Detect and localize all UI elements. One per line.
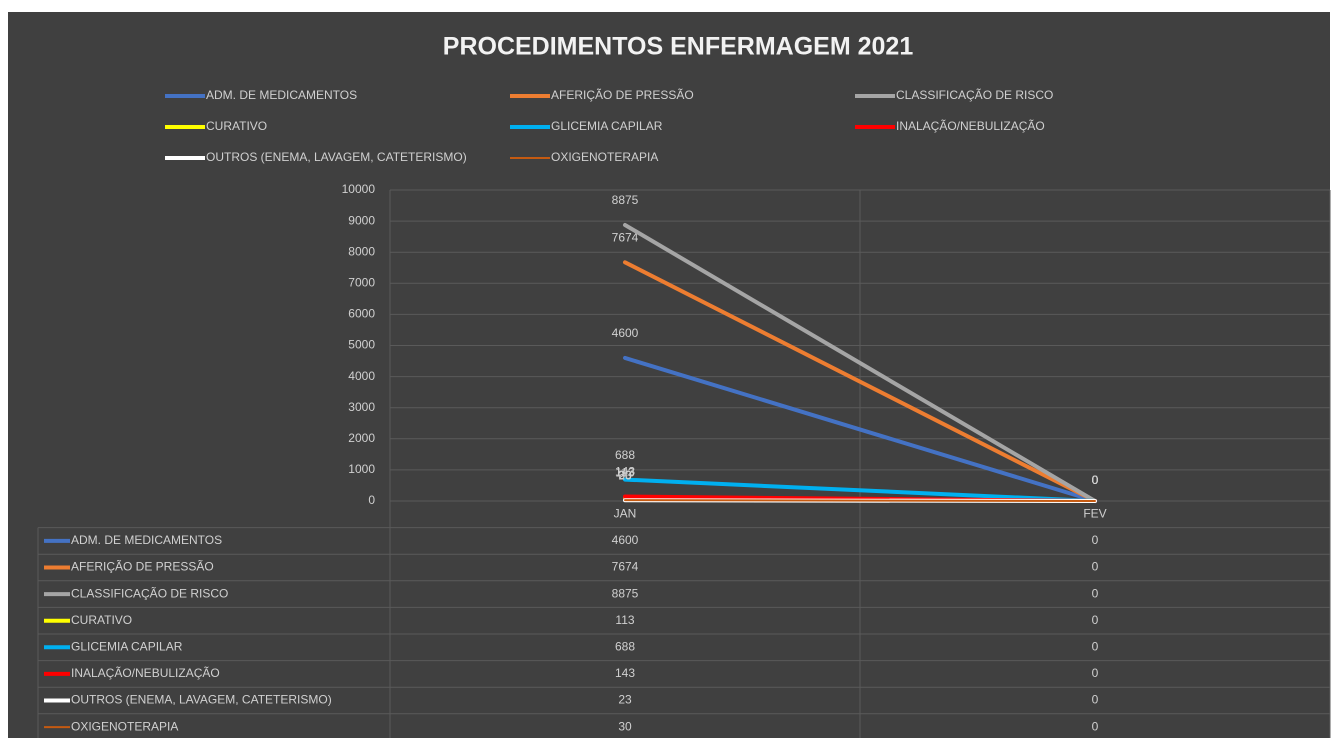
table-row-label: AFERIÇÃO DE PRESSÃO: [71, 560, 214, 574]
table-row-label: INALAÇÃO/NEBULIZAÇÃO: [71, 666, 220, 680]
data-label: 688: [615, 448, 635, 462]
table-cell: 0: [1092, 666, 1099, 680]
data-label: 23: [618, 468, 632, 482]
table-cell: 23: [618, 693, 632, 707]
table-cell: 688: [615, 639, 635, 653]
legend-label: CLASSIFICAÇÃO DE RISCO: [896, 88, 1053, 102]
data-label: 0: [1092, 473, 1099, 487]
table-cell: 0: [1092, 639, 1099, 653]
table-row-label: ADM. DE MEDICAMENTOS: [71, 533, 222, 547]
table-cell: 4600: [612, 533, 639, 547]
table-row-label: CLASSIFICAÇÃO DE RISCO: [71, 586, 228, 600]
legend-label: ADM. DE MEDICAMENTOS: [206, 88, 357, 102]
table-row-label: OUTROS (ENEMA, LAVAGEM, CATETERISMO): [71, 693, 332, 707]
table-row-label: OXIGENOTERAPIA: [71, 719, 178, 733]
y-tick-label: 1000: [348, 462, 375, 476]
legend-label: GLICEMIA CAPILAR: [551, 119, 663, 133]
y-tick-label: 9000: [348, 213, 375, 227]
series-line: [623, 355, 1097, 503]
series-line: [623, 222, 1097, 503]
table-row-label: GLICEMIA CAPILAR: [71, 639, 183, 653]
table-cell: 113: [615, 613, 634, 627]
data-label: 0: [1092, 473, 1099, 487]
data-label: 113: [615, 466, 634, 480]
x-tick-label: FEV: [1083, 506, 1106, 520]
table-cell: 30: [618, 719, 632, 733]
chart-background: [8, 12, 1330, 738]
y-tick-label: 0: [368, 493, 375, 507]
x-tick-label: JAN: [614, 506, 637, 520]
y-tick-label: 3000: [348, 400, 375, 414]
data-label: 0: [1092, 473, 1099, 487]
data-label: 0: [1092, 473, 1099, 487]
legend-label: INALAÇÃO/NEBULIZAÇÃO: [896, 119, 1045, 133]
data-label: 0: [1092, 473, 1099, 487]
table-row-label: CURATIVO: [71, 613, 132, 627]
data-label: 30: [618, 468, 632, 482]
table-cell: 0: [1092, 613, 1099, 627]
data-label: 0: [1092, 473, 1099, 487]
y-tick-label: 5000: [348, 338, 375, 352]
y-tick-label: 8000: [348, 244, 375, 258]
series-line: [623, 477, 1097, 503]
y-tick-label: 2000: [348, 431, 375, 445]
legend-label: CURATIVO: [206, 119, 267, 133]
table-cell: 143: [615, 666, 635, 680]
series-line: [623, 260, 1097, 503]
data-label: 4600: [612, 326, 639, 340]
legend-label: AFERIÇÃO DE PRESSÃO: [551, 88, 694, 102]
table-cell: 0: [1092, 586, 1099, 600]
data-label: 0: [1092, 473, 1099, 487]
table-cell: 0: [1092, 533, 1099, 547]
table-cell: 0: [1092, 719, 1099, 733]
y-tick-label: 4000: [348, 369, 375, 383]
data-label: 0: [1092, 473, 1099, 487]
data-label: 8875: [612, 193, 639, 207]
chart-title: PROCEDIMENTOS ENFERMAGEM 2021: [443, 33, 914, 61]
legend-label: OUTROS (ENEMA, LAVAGEM, CATETERISMO): [206, 150, 467, 164]
data-label: 7674: [612, 231, 639, 245]
table-cell: 8875: [612, 586, 639, 600]
table-cell: 7674: [612, 560, 639, 574]
data-label: 143: [615, 465, 635, 479]
table-cell: 0: [1092, 693, 1099, 707]
y-tick-label: 6000: [348, 307, 375, 321]
y-tick-label: 10000: [342, 182, 376, 196]
table-cell: 0: [1092, 560, 1099, 574]
legend-label: OXIGENOTERAPIA: [551, 150, 658, 164]
y-tick-label: 7000: [348, 275, 375, 289]
series-line: [624, 499, 1096, 502]
